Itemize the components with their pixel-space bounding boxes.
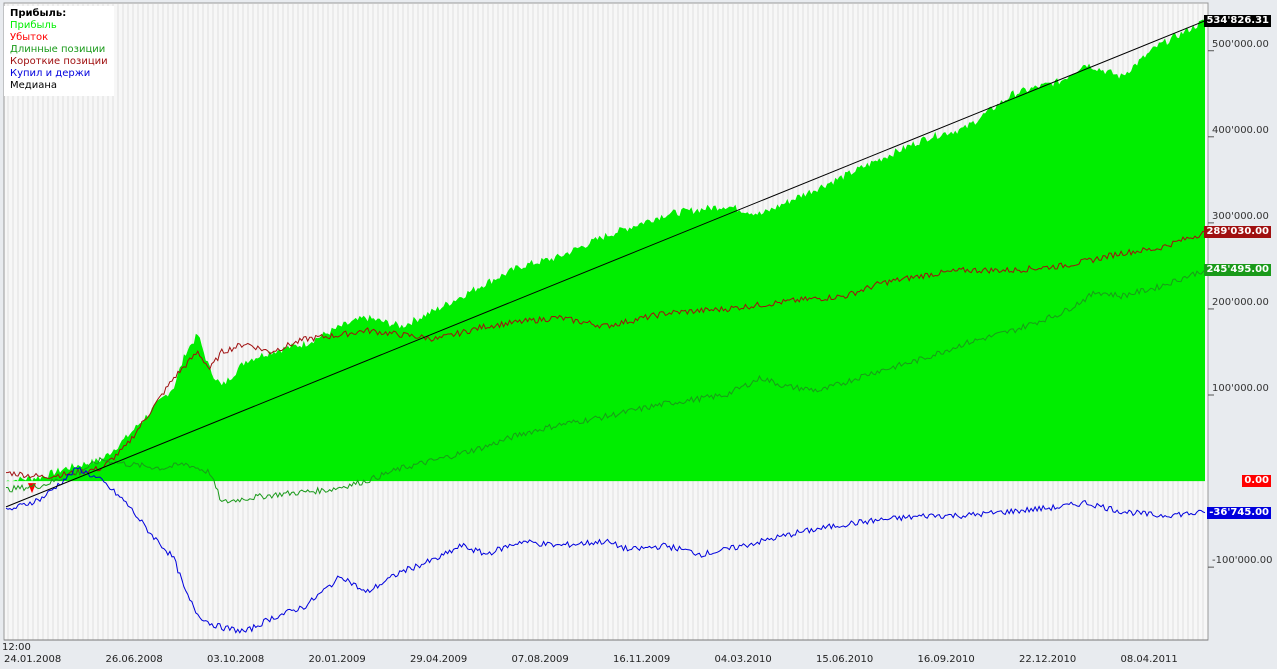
last-value-tag: 289'030.00 — [1204, 226, 1271, 239]
x-tick-label: 29.04.2009 — [410, 654, 468, 665]
x-tick-label: 22.12.2010 — [1019, 654, 1077, 665]
series-line-2 — [5, 269, 1206, 504]
time-label: 12:00 — [2, 642, 31, 653]
last-value-tag: 0.00 — [1242, 475, 1271, 488]
profit-series-area — [6, 19, 1205, 482]
series-line-1 — [5, 230, 1206, 479]
x-tick-label: 07.08.2009 — [511, 654, 569, 665]
y-tick-label: 500'000.00 — [1212, 38, 1269, 50]
legend-item: Убыток — [10, 32, 49, 43]
last-value-tag: 245'495.00 — [1204, 263, 1271, 276]
y-tick-label: -100'000.00 — [1212, 555, 1273, 567]
legend-item: Купил и держи — [10, 68, 91, 79]
x-tick-label: 15.06.2010 — [816, 654, 874, 665]
series-line-3 — [5, 466, 1206, 634]
x-tick-label: 03.10.2008 — [207, 654, 265, 665]
legend: Прибыль: Прибыль Убыток Длинные позиции Кор… — [4, 6, 114, 96]
x-tick-label: 04.03.2010 — [714, 654, 772, 665]
y-tick-label: 400'000.00 — [1212, 124, 1269, 136]
y-tick-label: 300'000.00 — [1212, 210, 1269, 222]
x-tick-label: 26.06.2008 — [105, 654, 163, 665]
legend-item: Короткие позиции — [10, 56, 108, 67]
last-value-tag: 534'826.31 — [1204, 14, 1271, 27]
series-lines — [5, 20, 1206, 634]
x-tick-label: 16.11.2009 — [613, 654, 671, 665]
legend-item: Длинные позиции — [10, 44, 106, 55]
y-axis — [1208, 50, 1214, 568]
x-tick-label: 16.09.2010 — [917, 654, 975, 665]
y-tick-label: 100'000.00 — [1212, 383, 1269, 394]
y-tick-label: 200'000.00 — [1212, 296, 1269, 308]
x-tick-label: 20.01.2009 — [308, 654, 366, 665]
x-tick-label: 24.01.2008 — [4, 654, 62, 665]
legend-item: Прибыль — [10, 20, 57, 31]
legend-title: Прибыль: — [10, 8, 67, 19]
x-tick-label: 08.04.2011 — [1120, 654, 1178, 665]
series-line-4 — [5, 20, 1206, 508]
legend-item: Медиана — [10, 80, 57, 91]
last-value-tag: -36'745.00 — [1207, 506, 1271, 519]
